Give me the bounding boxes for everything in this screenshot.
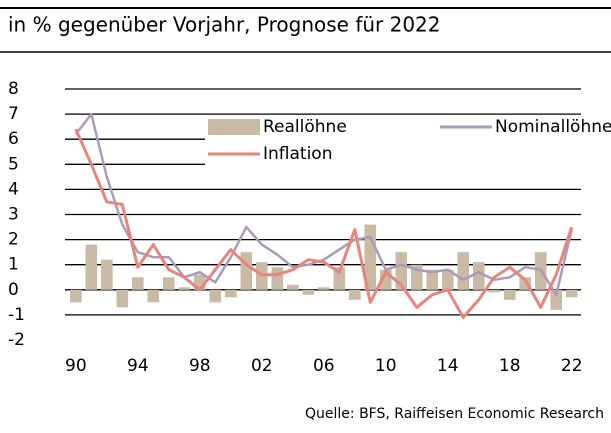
line bbox=[74, 112, 573, 297]
x-tick-label: 22 bbox=[561, 356, 583, 376]
bar bbox=[503, 289, 516, 300]
bar bbox=[472, 262, 485, 290]
y-tick-label: 6 bbox=[8, 129, 19, 149]
bar bbox=[178, 287, 191, 290]
y-tick-label: 4 bbox=[8, 179, 19, 199]
bar bbox=[441, 269, 454, 290]
bar bbox=[395, 252, 408, 290]
x-tick-label: 18 bbox=[499, 356, 521, 376]
y-tick-label: 5 bbox=[8, 154, 19, 174]
y-tick-label: 0 bbox=[8, 280, 19, 300]
x-tick-label: 06 bbox=[313, 356, 335, 376]
bar bbox=[209, 289, 222, 303]
bar bbox=[116, 289, 129, 308]
bar bbox=[85, 244, 98, 290]
x-tick-label: 02 bbox=[251, 356, 273, 376]
bar bbox=[163, 277, 175, 290]
legend-label: Nominallöhne bbox=[495, 117, 611, 137]
bar bbox=[317, 287, 330, 290]
bar bbox=[240, 252, 253, 290]
x-tick-label: 94 bbox=[127, 356, 149, 376]
y-tick-label: 1 bbox=[8, 255, 19, 275]
bar bbox=[333, 267, 346, 290]
bar bbox=[348, 289, 361, 300]
bar bbox=[286, 284, 299, 290]
legend-label: Inflation bbox=[263, 144, 332, 164]
line bbox=[74, 128, 574, 319]
source: Quelle: BFS, Raiffeisen Economic Researc… bbox=[305, 406, 604, 422]
x-tick-label: 90 bbox=[65, 356, 87, 376]
bar bbox=[565, 289, 578, 298]
bar bbox=[132, 277, 144, 290]
legend-swatch bbox=[208, 119, 260, 135]
bar bbox=[488, 289, 501, 293]
bar bbox=[101, 259, 113, 290]
legend-bg bbox=[205, 116, 609, 166]
y-tick-label: 8 bbox=[8, 79, 19, 99]
bar bbox=[224, 289, 237, 298]
bar bbox=[426, 269, 439, 290]
y-tick-label: 3 bbox=[8, 205, 19, 225]
bar bbox=[550, 289, 563, 310]
x-tick-label: 10 bbox=[375, 356, 397, 376]
x-tick-label: 14 bbox=[437, 356, 459, 376]
y-tick-label: 2 bbox=[8, 230, 19, 250]
bar bbox=[302, 289, 315, 295]
bar bbox=[147, 289, 160, 303]
bar bbox=[364, 224, 377, 290]
bar bbox=[457, 252, 470, 290]
bar bbox=[194, 274, 206, 290]
x-tick-label: 98 bbox=[189, 356, 211, 376]
bar bbox=[519, 277, 532, 290]
legend-label: Reallöhne bbox=[263, 117, 347, 137]
bar bbox=[379, 269, 392, 290]
bar bbox=[271, 267, 284, 290]
bar bbox=[410, 264, 423, 290]
bar bbox=[70, 289, 82, 303]
y-tick-label: -2 bbox=[8, 330, 25, 350]
y-tick-label: -1 bbox=[8, 305, 25, 325]
chart-title: in % gegenüber Vorjahr, Prognose für 202… bbox=[8, 13, 441, 37]
y-tick-label: 7 bbox=[8, 104, 19, 124]
